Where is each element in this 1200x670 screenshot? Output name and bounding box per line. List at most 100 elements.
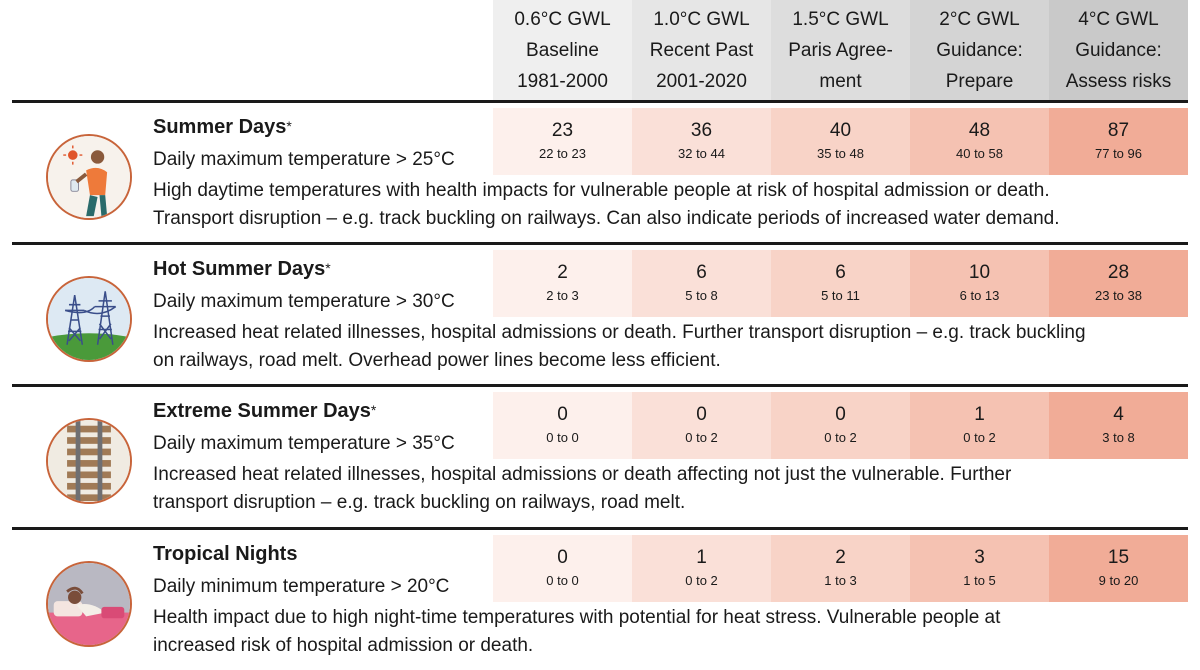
description-line: increased risk of hospital admission or … bbox=[153, 635, 534, 656]
value-cell: 1 0 to 2 bbox=[910, 392, 1049, 459]
value-range: 9 to 20 bbox=[1098, 572, 1139, 588]
column-period: 1981-2000 bbox=[517, 70, 608, 92]
central-value: 3 bbox=[974, 546, 985, 568]
column-period: Assess risks bbox=[1065, 70, 1172, 92]
footnote-star: * bbox=[325, 260, 331, 276]
footnote-star: * bbox=[286, 118, 292, 134]
value-cell: 2 2 to 3 bbox=[493, 250, 632, 317]
indicator-threshold: Daily maximum temperature > 30°C bbox=[153, 291, 455, 312]
column-header-assess: 4°C GWL Guidance: Assess risks bbox=[1049, 0, 1188, 100]
central-value: 4 bbox=[1113, 403, 1124, 425]
value-range: 3 to 8 bbox=[1102, 429, 1135, 445]
central-value: 40 bbox=[829, 119, 852, 141]
value-range: 0 to 2 bbox=[685, 429, 718, 445]
value-cell: 87 77 to 96 bbox=[1049, 108, 1188, 175]
value-range: 0 to 2 bbox=[963, 429, 996, 445]
central-value: 36 bbox=[690, 119, 713, 141]
column-header-baseline: 0.6°C GWL Baseline 1981-2000 bbox=[493, 0, 632, 100]
central-value: 48 bbox=[968, 119, 991, 141]
central-value: 28 bbox=[1107, 261, 1130, 283]
value-cell: 0 0 to 0 bbox=[493, 392, 632, 459]
column-label: Recent Past bbox=[649, 39, 754, 61]
value-range: 0 to 2 bbox=[824, 429, 857, 445]
central-value: 10 bbox=[968, 261, 991, 283]
value-range: 23 to 38 bbox=[1095, 287, 1142, 303]
value-cell: 40 35 to 48 bbox=[771, 108, 910, 175]
value-range: 1 to 3 bbox=[824, 572, 857, 588]
person-in-heat-icon bbox=[46, 134, 132, 220]
value-cell: 15 9 to 20 bbox=[1049, 535, 1188, 602]
railway-track-icon bbox=[46, 418, 132, 504]
central-value: 1 bbox=[696, 546, 707, 568]
description-line: Increased heat related illnesses, hospit… bbox=[153, 322, 1086, 343]
section-divider bbox=[12, 100, 1188, 103]
indicator-section: Hot Summer Days* Daily maximum temperatur… bbox=[0, 242, 1200, 384]
value-cell: 0 0 to 2 bbox=[632, 392, 771, 459]
value-range: 77 to 96 bbox=[1095, 145, 1142, 161]
section-divider bbox=[12, 384, 1188, 387]
value-cell: 2 1 to 3 bbox=[771, 535, 910, 602]
central-value: 2 bbox=[835, 546, 846, 568]
central-value: 0 bbox=[696, 403, 707, 425]
central-value: 15 bbox=[1107, 546, 1130, 568]
column-header-recent-past: 1.0°C GWL Recent Past 2001-2020 bbox=[632, 0, 771, 100]
indicator-title: Extreme Summer Days* bbox=[153, 400, 377, 422]
column-gwl: 0.6°C GWL bbox=[514, 8, 611, 30]
column-gwl: 1.0°C GWL bbox=[653, 8, 750, 30]
indicator-description: High daytime temperatures with health im… bbox=[153, 177, 1173, 233]
person-in-bed-icon bbox=[46, 561, 132, 647]
value-range: 6 to 13 bbox=[959, 287, 1000, 303]
description-line: Transport disruption – e.g. track buckli… bbox=[153, 208, 1060, 229]
indicator-section: Summer Days* Daily maximum temperature > … bbox=[0, 100, 1200, 242]
value-range: 22 to 23 bbox=[539, 145, 586, 161]
description-line: transport disruption – e.g. track buckli… bbox=[153, 492, 686, 513]
description-line: on railways, road melt. Overhead power l… bbox=[153, 350, 721, 371]
description-line: Increased heat related illnesses, hospit… bbox=[153, 464, 1012, 485]
column-period: ment bbox=[819, 70, 862, 92]
value-cell: 1 0 to 2 bbox=[632, 535, 771, 602]
column-label: Guidance: bbox=[936, 39, 1023, 61]
value-cell: 0 0 to 0 bbox=[493, 535, 632, 602]
description-line: High daytime temperatures with health im… bbox=[153, 180, 1050, 201]
power-pylon-icon bbox=[46, 276, 132, 362]
column-header-paris: 1.5°C GWL Paris Agree- ment bbox=[771, 0, 910, 100]
value-range: 5 to 8 bbox=[685, 287, 718, 303]
value-range: 0 to 0 bbox=[546, 429, 579, 445]
indicator-threshold: Daily minimum temperature > 20°C bbox=[153, 576, 450, 597]
description-line: Health impact due to high night-time tem… bbox=[153, 607, 1001, 628]
section-divider bbox=[12, 242, 1188, 245]
section-divider bbox=[12, 527, 1188, 530]
value-range: 40 to 58 bbox=[956, 145, 1003, 161]
central-value: 6 bbox=[696, 261, 707, 283]
value-cell: 23 22 to 23 bbox=[493, 108, 632, 175]
column-gwl: 2°C GWL bbox=[939, 8, 1020, 30]
value-range: 0 to 0 bbox=[546, 572, 579, 588]
column-label: Guidance: bbox=[1075, 39, 1162, 61]
column-gwl: 1.5°C GWL bbox=[792, 8, 889, 30]
value-range: 1 to 5 bbox=[963, 572, 996, 588]
column-period: Prepare bbox=[945, 70, 1014, 92]
indicator-section: Tropical Nights Daily minimum temperature… bbox=[0, 527, 1200, 669]
value-cell: 10 6 to 13 bbox=[910, 250, 1049, 317]
indicator-threshold: Daily maximum temperature > 35°C bbox=[153, 433, 455, 454]
central-value: 1 bbox=[974, 403, 985, 425]
central-value: 23 bbox=[551, 119, 574, 141]
indicator-title: Hot Summer Days* bbox=[153, 258, 331, 280]
value-cell: 0 0 to 2 bbox=[771, 392, 910, 459]
value-range: 32 to 44 bbox=[678, 145, 725, 161]
indicator-description: Increased heat related illnesses, hospit… bbox=[153, 319, 1173, 375]
central-value: 0 bbox=[557, 403, 568, 425]
value-range: 5 to 11 bbox=[821, 287, 860, 303]
indicator-title: Summer Days* bbox=[153, 116, 292, 138]
value-cell: 36 32 to 44 bbox=[632, 108, 771, 175]
column-header: 0.6°C GWL Baseline 1981-2000 1.0°C GWL R… bbox=[0, 0, 1200, 100]
central-value: 0 bbox=[835, 403, 846, 425]
column-period: 2001-2020 bbox=[656, 70, 747, 92]
central-value: 2 bbox=[557, 261, 568, 283]
central-value: 0 bbox=[557, 546, 568, 568]
value-cell: 4 3 to 8 bbox=[1049, 392, 1188, 459]
value-cell: 6 5 to 11 bbox=[771, 250, 910, 317]
value-range: 35 to 48 bbox=[817, 145, 864, 161]
value-cell: 48 40 to 58 bbox=[910, 108, 1049, 175]
footnote-star: * bbox=[370, 402, 377, 418]
